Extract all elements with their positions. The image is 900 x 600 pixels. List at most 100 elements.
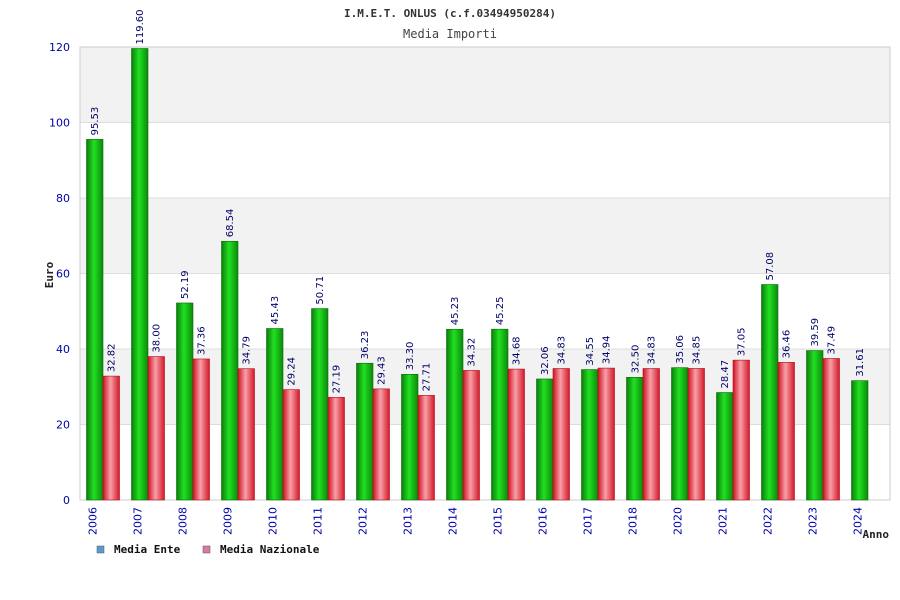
bar-media-ente: [851, 380, 869, 501]
bar-media-nazionale: [237, 368, 255, 501]
value-label: 95.53: [90, 107, 101, 136]
value-label: 27.19: [332, 365, 343, 394]
bar-media-ente: [491, 328, 509, 501]
bar-media-ente: [671, 367, 689, 501]
bar-media-ente: [716, 392, 734, 501]
y-tick-label: 20: [56, 419, 70, 432]
bar-media-ente: [356, 362, 374, 501]
value-label: 34.94: [602, 335, 613, 364]
value-label: 37.36: [197, 326, 208, 355]
plot-frame: [79, 46, 891, 501]
bar-media-nazionale: [642, 368, 660, 501]
value-label: 34.32: [467, 338, 478, 367]
legend-label: Media Nazionale: [220, 543, 320, 556]
bar-media-nazionale: [687, 368, 705, 501]
grid-band: [80, 122, 890, 198]
x-tick-label: 2006: [86, 507, 99, 535]
bar-media-ente: [581, 369, 599, 501]
value-label: 29.43: [377, 356, 388, 385]
value-label: 45.25: [495, 297, 506, 326]
legend-swatch: [96, 545, 105, 554]
y-tick-label: 40: [56, 343, 70, 356]
value-label: 32.82: [107, 343, 118, 372]
value-label: 52.19: [180, 270, 191, 299]
y-tick-label: 80: [56, 192, 70, 205]
value-label: 34.85: [692, 336, 703, 365]
x-axis-ticks: 2006 2007 2008 2009 2010 2011 2012 2013 2014 2015…: [86, 507, 864, 535]
bar-media-nazionale: [507, 368, 525, 501]
value-label: 27.71: [422, 363, 433, 392]
x-tick-label: 2007: [131, 507, 144, 535]
chart-title: I.M.E.T. ONLUS (c.f.03494950284): [344, 7, 556, 20]
value-label: 45.23: [450, 297, 461, 326]
x-tick-label: 2023: [806, 507, 819, 535]
value-label: 34.55: [585, 337, 596, 366]
y-tick-label: 60: [56, 268, 70, 281]
value-label: 29.24: [287, 357, 298, 386]
grid-band: [80, 47, 890, 123]
bar-media-nazionale: [147, 356, 165, 501]
bar-media-nazionale: [102, 375, 120, 501]
value-label: 37.49: [827, 326, 838, 355]
x-tick-label: 2009: [221, 507, 234, 535]
legend: Media Ente Media Nazionale: [96, 543, 320, 556]
bar-media-nazionale: [282, 389, 300, 501]
y-tick-label: 0: [63, 494, 70, 507]
x-tick-label: 2022: [761, 507, 774, 535]
bar-media-nazionale: [192, 358, 210, 501]
bar-media-nazionale: [732, 359, 750, 501]
plot-background: [79, 46, 891, 501]
x-tick-label: 2021: [716, 507, 729, 535]
value-label: 50.71: [315, 276, 326, 305]
x-tick-label: 2008: [176, 507, 189, 535]
x-tick-label: 2012: [356, 507, 369, 535]
grid-band: [80, 424, 890, 500]
value-label: 38.00: [152, 324, 163, 353]
bar-media-ente: [536, 378, 554, 501]
x-tick-label: 2015: [491, 507, 504, 535]
x-axis-label: Anno: [863, 528, 890, 541]
value-label: 35.06: [675, 335, 686, 364]
x-tick-label: 2010: [266, 507, 279, 535]
value-label: 39.59: [810, 318, 821, 347]
value-label: 45.43: [270, 296, 281, 325]
x-tick-label: 2013: [401, 507, 414, 535]
legend-swatch: [202, 545, 211, 554]
value-label: 36.23: [360, 331, 371, 360]
x-tick-label: 2017: [581, 507, 594, 535]
value-label: 34.79: [242, 336, 253, 365]
bar-media-ente: [86, 139, 104, 501]
bar-media-ente: [626, 377, 644, 501]
x-tick-label: 2020: [671, 507, 684, 535]
bar-media-ente: [266, 328, 284, 501]
bar-media-ente: [131, 48, 149, 501]
value-labels: 95.53 32.82 119.60 38.00 52.19 37.36 68.54 34.7…: [90, 10, 866, 394]
y-tick-label: 100: [49, 117, 70, 130]
grid-band: [80, 273, 890, 349]
value-label: 28.47: [720, 360, 731, 389]
y-axis-ticks: 0 20 40 60 80 100 120: [49, 41, 70, 507]
grid-band: [80, 349, 890, 425]
bar-media-nazionale: [372, 388, 390, 501]
bar-media-ente: [806, 350, 824, 501]
bar-media-ente: [761, 284, 779, 501]
value-label: 33.30: [405, 342, 416, 371]
y-tick-label: 120: [49, 41, 70, 54]
bars: [86, 48, 869, 501]
value-label: 32.06: [540, 346, 551, 375]
chart-subtitle: Media Importi: [403, 27, 497, 41]
grid-band: [80, 198, 890, 274]
value-label: 31.61: [855, 348, 866, 377]
bar-media-nazionale: [417, 395, 435, 501]
value-label: 119.60: [135, 10, 146, 45]
value-label: 34.83: [557, 336, 568, 365]
bar-media-ente: [401, 373, 419, 501]
value-label: 34.83: [647, 336, 658, 365]
x-tick-label: 2014: [446, 507, 459, 535]
value-label: 36.46: [782, 330, 793, 359]
y-axis-label: Euro: [43, 261, 56, 288]
bar-media-nazionale: [462, 370, 480, 501]
bar-media-nazionale: [777, 362, 795, 501]
